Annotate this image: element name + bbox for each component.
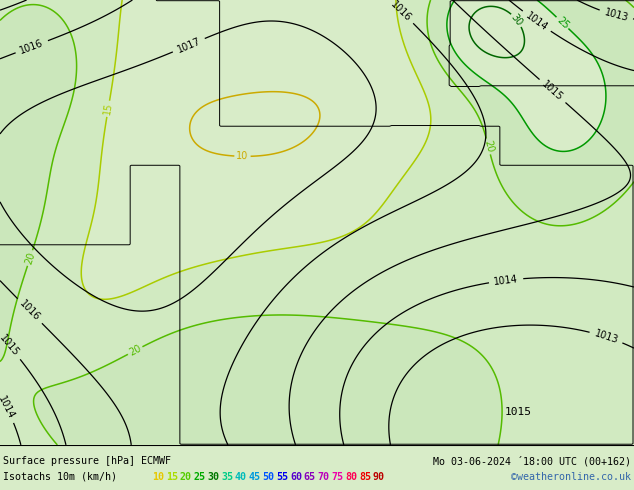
Text: ©weatheronline.co.uk: ©weatheronline.co.uk — [511, 472, 631, 482]
Text: 45: 45 — [249, 472, 261, 482]
Text: 85: 85 — [359, 472, 371, 482]
Text: 25: 25 — [193, 472, 205, 482]
Text: 1014: 1014 — [0, 394, 16, 420]
Text: Isotachs 10m (km/h): Isotachs 10m (km/h) — [3, 472, 117, 482]
Text: 1016: 1016 — [389, 0, 413, 24]
Text: 15: 15 — [102, 102, 114, 116]
Text: 40: 40 — [235, 472, 247, 482]
Text: 65: 65 — [304, 472, 316, 482]
Text: Mo 03-06-2024 ´18:00 UTC (00+162): Mo 03-06-2024 ´18:00 UTC (00+162) — [433, 456, 631, 466]
Text: 1015: 1015 — [0, 333, 21, 359]
Text: 20: 20 — [179, 472, 191, 482]
Text: 60: 60 — [290, 472, 302, 482]
Text: Surface pressure [hPa] ECMWF: Surface pressure [hPa] ECMWF — [3, 456, 171, 466]
Text: 1015: 1015 — [505, 407, 532, 417]
Text: 50: 50 — [262, 472, 275, 482]
Text: 1016: 1016 — [18, 38, 45, 56]
Text: 15: 15 — [166, 472, 178, 482]
Text: 10: 10 — [152, 472, 164, 482]
Text: 1013: 1013 — [593, 328, 619, 345]
Text: 20: 20 — [482, 139, 495, 154]
Text: 20: 20 — [23, 250, 37, 266]
Text: 80: 80 — [345, 472, 357, 482]
Text: 1014: 1014 — [524, 10, 550, 32]
Text: 70: 70 — [318, 472, 330, 482]
Text: 1015: 1015 — [540, 79, 565, 103]
Text: 1014: 1014 — [493, 274, 519, 287]
Text: 75: 75 — [332, 472, 344, 482]
Text: 20: 20 — [127, 343, 143, 358]
Text: 90: 90 — [373, 472, 385, 482]
Text: 35: 35 — [221, 472, 233, 482]
Text: 1017: 1017 — [176, 36, 202, 54]
Text: 10: 10 — [236, 151, 249, 161]
Text: 25: 25 — [555, 15, 571, 31]
Text: 30: 30 — [207, 472, 219, 482]
Text: 55: 55 — [276, 472, 288, 482]
Text: 1013: 1013 — [603, 7, 629, 24]
Text: 30: 30 — [509, 12, 524, 28]
Text: 1016: 1016 — [18, 299, 42, 323]
